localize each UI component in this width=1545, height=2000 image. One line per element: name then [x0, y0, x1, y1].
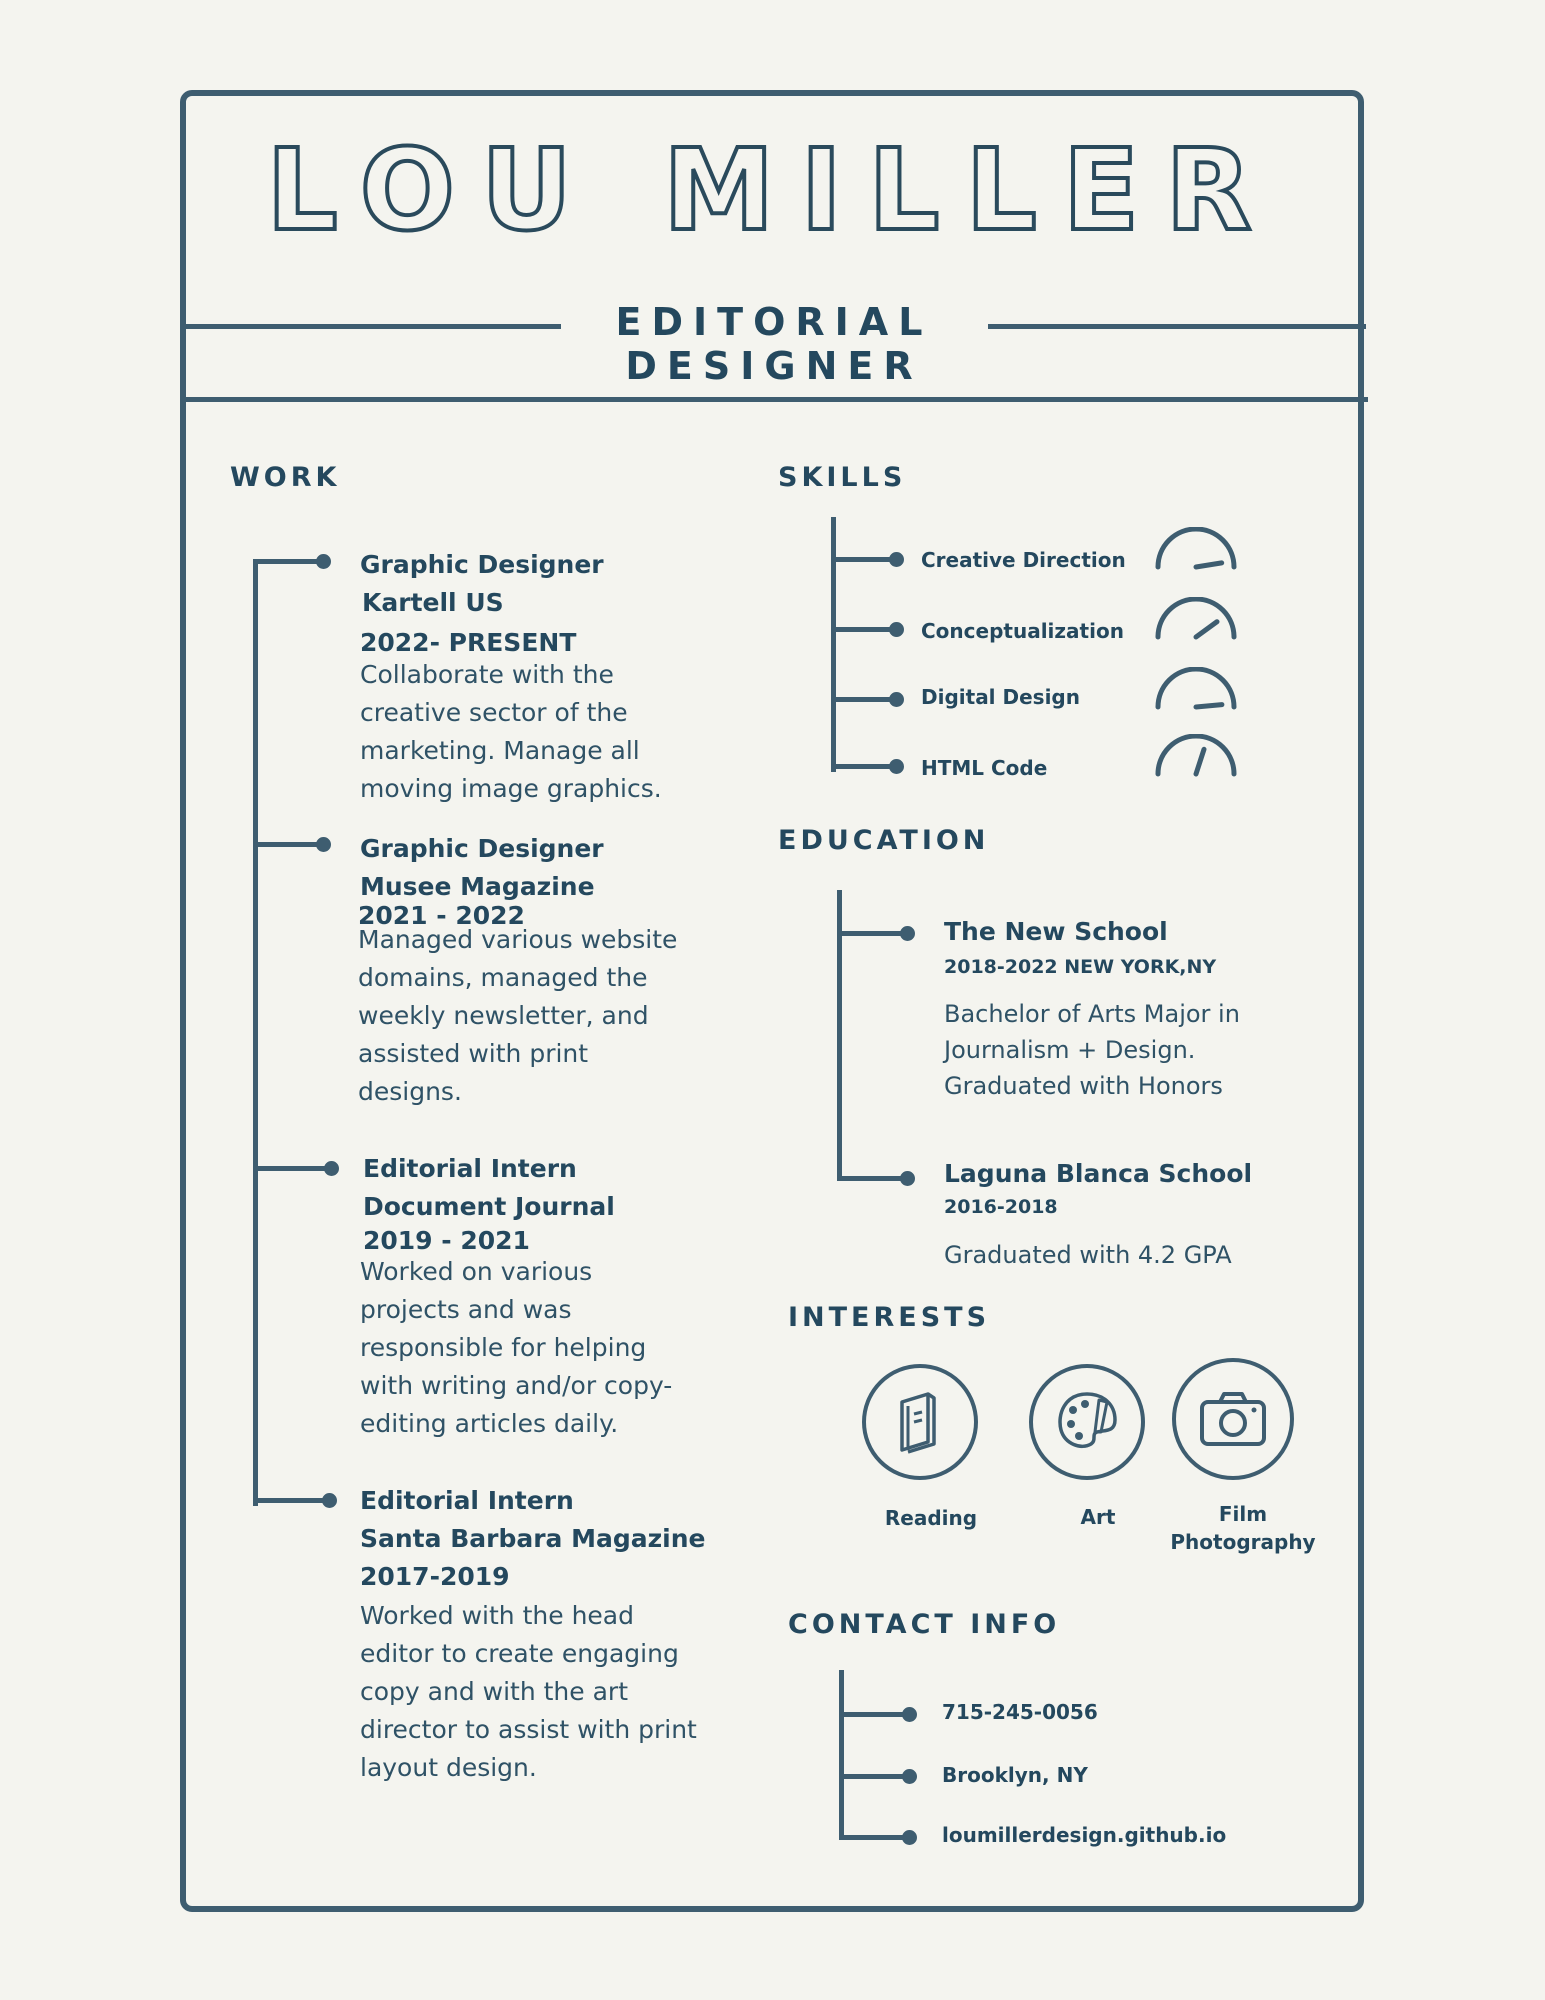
contact-phone: 715-245-0056: [942, 1700, 1098, 1724]
work-4-description: Worked with the head editor to create en…: [360, 1601, 697, 1782]
job-title-line2: DESIGNER: [625, 344, 923, 388]
work-3-company: Document Journal: [363, 1192, 615, 1221]
skill-3-label: Digital Design: [921, 685, 1080, 709]
work-4-role: Editorial Intern: [360, 1486, 574, 1515]
contact-dot-3: [902, 1830, 917, 1845]
skill-2-gauge: [1155, 597, 1237, 640]
skill-dot-3: [889, 692, 904, 707]
work-2-description: Managed various website domains, managed…: [358, 925, 678, 1106]
education-dot-1: [900, 926, 915, 941]
palette-icon: [1058, 1392, 1117, 1449]
education-1-dates: 2018-2022 NEW YORK,NY: [944, 956, 1217, 978]
work-dot-4: [322, 1493, 337, 1508]
work-3-description: Worked on various projects and was respo…: [360, 1257, 673, 1438]
interest-photography-label: Film Photography: [1158, 1500, 1328, 1556]
interest-reading-label: Reading: [884, 1506, 978, 1530]
education-2-dates: 2016-2018: [944, 1196, 1058, 1218]
contact-location: Brooklyn, NY: [942, 1763, 1088, 1787]
contact-branch-2: [839, 1774, 909, 1779]
skill-dot-4: [889, 759, 904, 774]
work-branch-3: [253, 1166, 331, 1171]
contact-dot-2: [902, 1769, 917, 1784]
education-2-description: Graduated with 4.2 GPA: [944, 1241, 1232, 1269]
work-1-role: Graphic Designer: [360, 550, 604, 579]
title-rule-left: [183, 324, 561, 329]
work-heading: WORK: [230, 462, 341, 493]
skills-heading: SKILLS: [778, 462, 907, 493]
title-rule-right: [988, 324, 1366, 329]
resume-frame: [180, 90, 1364, 1912]
book-icon: [900, 1392, 936, 1454]
contact-timeline: [839, 1670, 844, 1840]
education-branch-2: [837, 1176, 909, 1181]
education-1-school: The New School: [944, 917, 1168, 946]
work-dot-1: [316, 554, 331, 569]
skill-3-gauge-needle: [1193, 702, 1225, 710]
interest-art-badge: [1029, 1364, 1145, 1480]
skill-dot-1: [889, 552, 904, 567]
contact-branch-3: [839, 1835, 909, 1840]
interests-heading: INTERESTS: [788, 1302, 991, 1333]
education-dot-2: [900, 1171, 915, 1186]
work-2-role: Graphic Designer: [360, 834, 604, 863]
skills-timeline: [831, 517, 836, 772]
skill-4-gauge-needle: [1193, 746, 1207, 777]
interest-photography-label-line1: Film: [1218, 1502, 1268, 1526]
work-dot-2: [316, 837, 331, 852]
skill-1-gauge-needle: [1193, 560, 1225, 570]
work-branch-4: [253, 1498, 328, 1503]
work-2-company: Musee Magazine: [360, 872, 595, 901]
skill-branch-2: [831, 627, 897, 632]
skill-2-gauge-needle: [1193, 619, 1220, 640]
contact-dot-1: [902, 1707, 917, 1722]
education-1-description: Bachelor of Arts Major in Journalism + D…: [944, 1000, 1240, 1100]
work-branch-1: [253, 559, 323, 564]
camera-icon: [1200, 1392, 1266, 1446]
work-4-dates: 2017-2019: [360, 1562, 510, 1591]
work-1-dates: 2022- PRESENT: [360, 628, 577, 657]
skill-1-gauge: [1155, 527, 1237, 570]
work-3-role: Editorial Intern: [363, 1154, 577, 1183]
candidate-name: LOU MILLER: [264, 126, 1278, 256]
education-timeline: [837, 890, 842, 1181]
interest-art-label: Art: [1080, 1505, 1116, 1529]
skill-branch-3: [831, 697, 897, 702]
education-2-school: Laguna Blanca School: [944, 1159, 1253, 1188]
work-1-company: Kartell US: [362, 588, 504, 617]
interest-photography-badge: [1172, 1358, 1294, 1480]
skill-branch-1: [831, 557, 897, 562]
work-4-company: Santa Barbara Magazine: [360, 1524, 706, 1553]
contact-website[interactable]: loumillerdesign.github.io: [942, 1823, 1227, 1847]
skill-1-label: Creative Direction: [921, 548, 1126, 572]
skill-branch-4: [831, 764, 897, 769]
skill-4-gauge: [1155, 734, 1237, 777]
work-branch-2: [253, 842, 323, 847]
contact-branch-1: [839, 1712, 909, 1717]
contact-heading: CONTACT INFO: [788, 1609, 1061, 1640]
education-branch-1: [837, 931, 909, 936]
skill-4-label: HTML Code: [921, 756, 1048, 780]
interest-reading-badge: [862, 1364, 978, 1480]
work-timeline: [253, 559, 258, 1506]
job-title-line1: EDITORIAL: [615, 300, 933, 344]
work-1-description: Collaborate with the creative sector of …: [360, 660, 662, 803]
work-3-dates: 2019 - 2021: [363, 1226, 530, 1255]
job-title: EDITORIAL DESIGNER: [560, 300, 988, 388]
interest-photography-label-line2: Photography: [1170, 1530, 1316, 1554]
skill-3-gauge: [1155, 667, 1237, 710]
skill-dot-2: [889, 622, 904, 637]
skill-2-label: Conceptualization: [921, 619, 1124, 643]
work-2-dates: 2021 - 2022: [358, 901, 525, 930]
work-dot-3: [324, 1161, 339, 1176]
header-divider: [180, 397, 1368, 402]
education-heading: EDUCATION: [778, 825, 990, 856]
